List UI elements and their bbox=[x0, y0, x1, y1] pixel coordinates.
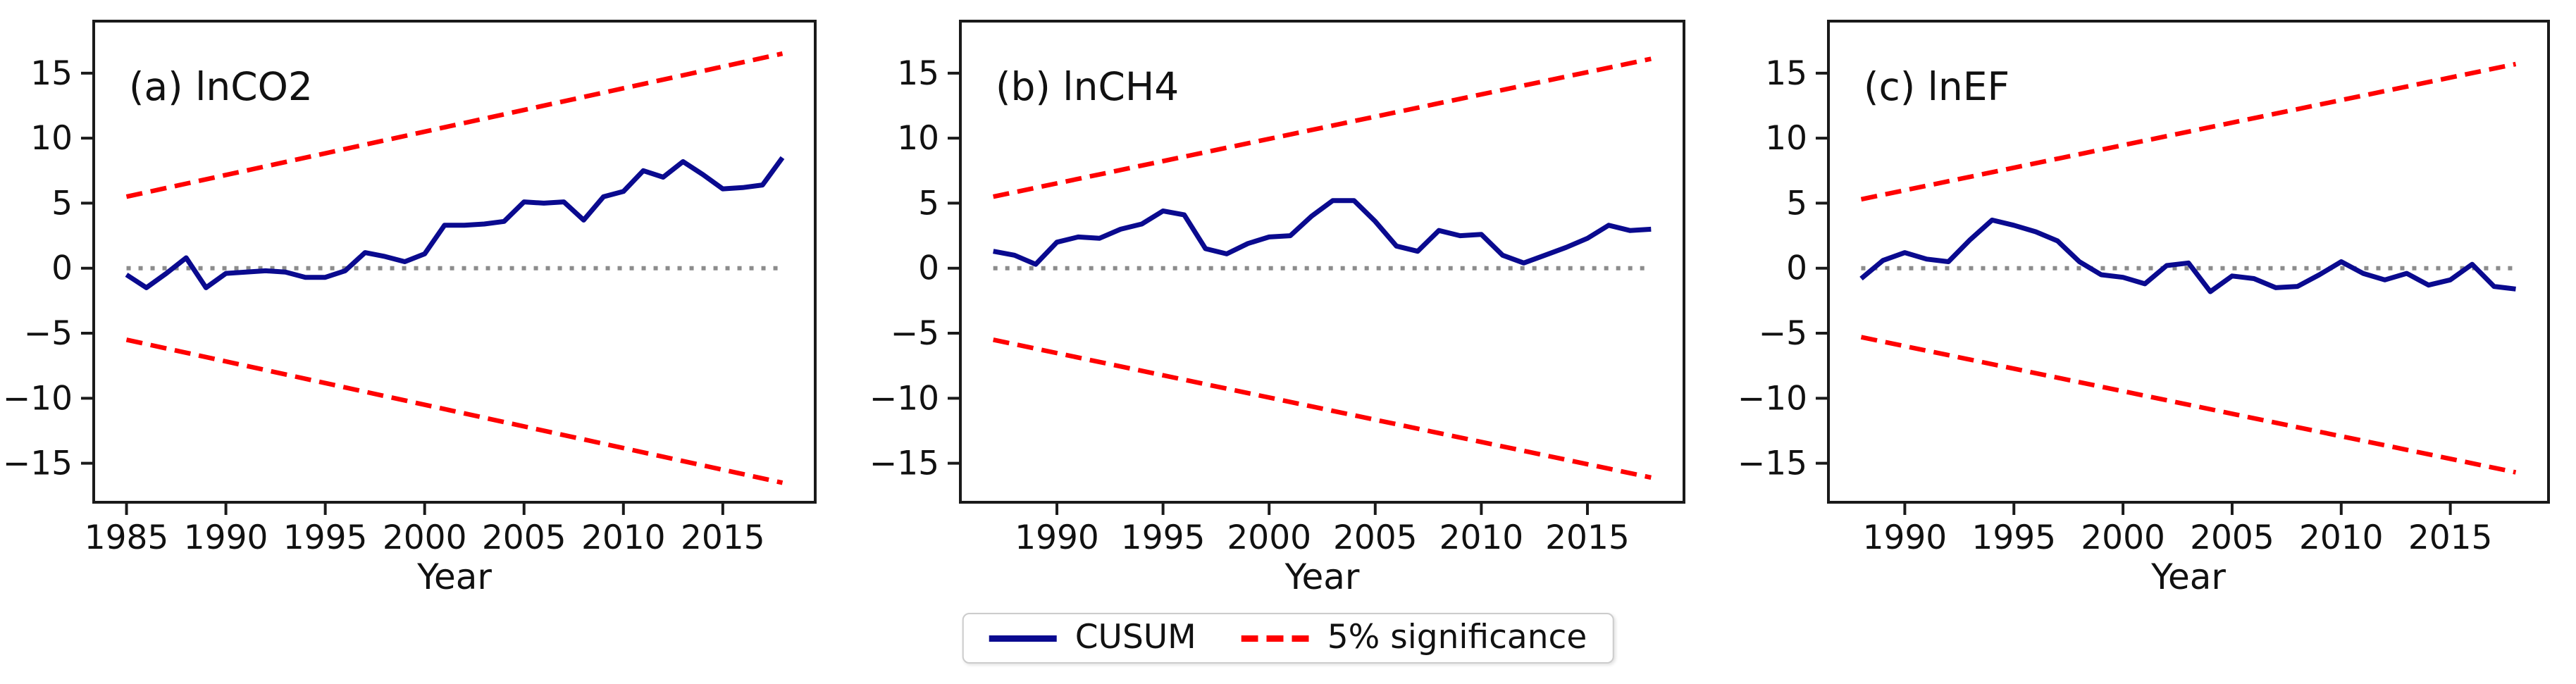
panel-b-spines bbox=[959, 20, 1685, 504]
panel-c-significance-lower-line bbox=[1860, 335, 2517, 475]
panel-b-x-tick-label: 1990 bbox=[1015, 518, 1099, 557]
panel-b-title: (b) lnCH4 bbox=[996, 64, 1179, 109]
panel-c-xaxis-label: Year bbox=[2150, 556, 2226, 597]
panel-b-significance-upper-line bbox=[993, 56, 1652, 199]
panel-b-y-tick-label: −15 bbox=[869, 444, 939, 483]
panel-a-y-tick-label: −10 bbox=[3, 379, 73, 418]
panel-b-x-tick-label: 1995 bbox=[1121, 518, 1206, 557]
panel-a-title: (a) lnCO2 bbox=[129, 64, 313, 109]
panel-c-x-tick-label: 1990 bbox=[1863, 518, 1948, 557]
panel-a-y-tick-label: 5 bbox=[51, 184, 73, 223]
panel-b-x-tick-label: 2010 bbox=[1439, 518, 1524, 557]
panel-c-x-tick-label: 2015 bbox=[2408, 518, 2493, 557]
panel-c-cusum-line bbox=[1859, 217, 2516, 294]
panel-c-y-tick-label: 10 bbox=[1765, 119, 1807, 158]
panel-c-y-tick-label: −10 bbox=[1738, 379, 1807, 418]
panel-c-y-tick-label: 0 bbox=[1786, 249, 1807, 288]
panel-b-xaxis-label: Year bbox=[1284, 556, 1360, 597]
panel-b-y-tick-label: −5 bbox=[891, 314, 939, 353]
legend: CUSUM 5% significance bbox=[962, 613, 1614, 664]
panel-b-y-tick-label: 15 bbox=[897, 54, 939, 93]
panel-b-x-tick-label: 2005 bbox=[1333, 518, 1418, 557]
panel-c-title: (c) lnEF bbox=[1864, 64, 2010, 109]
panel-a-cusum-line bbox=[125, 156, 785, 290]
significance-line-swatch bbox=[1241, 635, 1309, 642]
legend-label-significance: 5% significance bbox=[1327, 617, 1587, 657]
panel-b-x-tick-label: 2000 bbox=[1227, 518, 1311, 557]
panel-b-significance-lower-line bbox=[993, 337, 1652, 480]
panel-c-y-tick-label: −15 bbox=[1738, 444, 1807, 483]
panel-a-significance-upper-line bbox=[125, 51, 784, 199]
panel-a-x-tick-label: 1995 bbox=[283, 518, 368, 557]
panel-b-y-tick-label: 0 bbox=[918, 249, 939, 288]
legend-label-cusum: CUSUM bbox=[1075, 617, 1196, 657]
panel-c-y-tick-label: −5 bbox=[1759, 314, 1807, 353]
panel-b: 1990 1995 2000 2005 2010 2015 −15 −10 −5 0 5 10 15 (b… bbox=[869, 20, 1685, 597]
panel-c-y-tick-label: 5 bbox=[1786, 184, 1807, 223]
panel-c: 1990 1995 2000 2005 2010 2015 −15 −10 −5 0 5 10 15 (c… bbox=[1738, 20, 2550, 597]
panel-a-y-tick-label: 15 bbox=[30, 54, 73, 93]
panel-a-y-tick-label: −5 bbox=[24, 314, 73, 353]
panel-a-y-tick-label: −15 bbox=[3, 444, 73, 483]
panel-b-y-tick-label: −10 bbox=[869, 379, 939, 418]
panel-a-x-tick-label: 2000 bbox=[383, 518, 467, 557]
panel-a: 1985 1990 1995 2000 2005 2010 2015 −15 −10 −5 0 5 10… bbox=[3, 20, 817, 597]
panel-a-x-tick-label: 2010 bbox=[581, 518, 666, 557]
panel-a-x-tick-label: 1990 bbox=[184, 518, 268, 557]
panel-c-x-tick-label: 2000 bbox=[2081, 518, 2165, 557]
panel-c-x-tick-label: 2005 bbox=[2190, 518, 2274, 557]
panel-c-x-tick-label: 1995 bbox=[1971, 518, 2056, 557]
panel-a-x-tick-label: 2015 bbox=[681, 518, 765, 557]
cusum-line-swatch bbox=[989, 635, 1057, 642]
panel-b-y-tick-label: 10 bbox=[897, 119, 939, 158]
panel-b-x-tick-label: 2015 bbox=[1545, 518, 1630, 557]
panel-a-xaxis-label: Year bbox=[416, 556, 492, 597]
panel-b-y-tick-label: 5 bbox=[918, 184, 939, 223]
panel-c-x-tick-label: 2010 bbox=[2299, 518, 2384, 557]
panel-a-y-tick-label: 0 bbox=[51, 249, 73, 288]
panel-a-y-tick-label: 10 bbox=[30, 119, 73, 158]
panel-c-significance-upper-line bbox=[1860, 61, 2517, 202]
panel-a-x-tick-label: 1985 bbox=[85, 518, 169, 557]
panel-a-x-tick-label: 2005 bbox=[482, 518, 566, 557]
panel-b-cusum-line bbox=[993, 198, 1652, 267]
panel-c-y-tick-label: 15 bbox=[1765, 54, 1807, 93]
panel-a-spines bbox=[92, 20, 817, 504]
panel-a-significance-lower-line bbox=[125, 337, 784, 485]
panel-c-spines bbox=[1827, 20, 2550, 504]
